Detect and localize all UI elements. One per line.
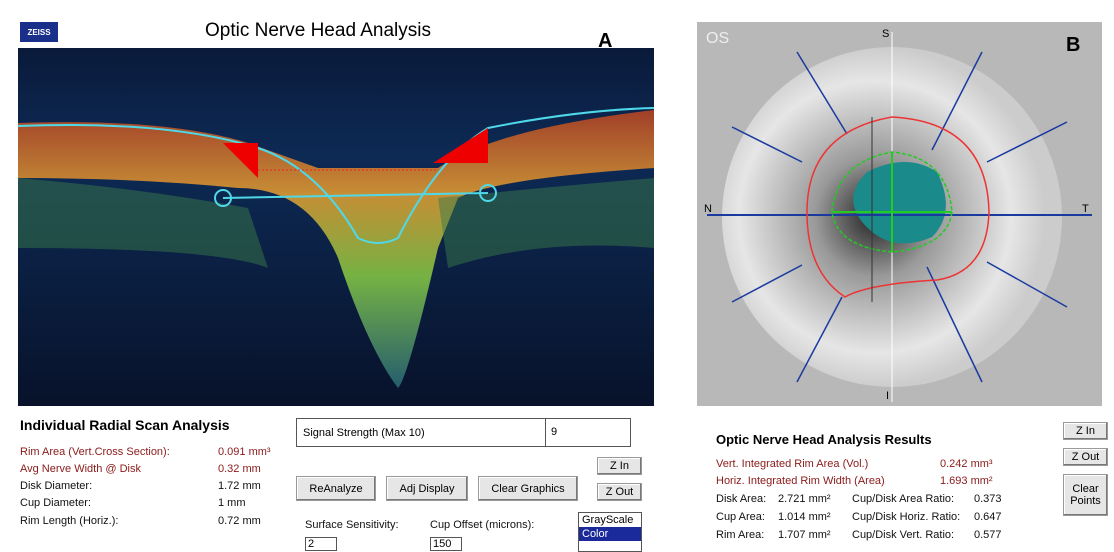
metric-value: 2.721 mm²	[778, 493, 831, 505]
metric-label: Rim Length (Horiz.):	[20, 515, 118, 527]
control-label: Cup Offset (microns):	[430, 519, 534, 531]
oct-scan	[18, 48, 654, 406]
metric-label: Cup/Disk Area Ratio:	[852, 493, 954, 505]
metric-label: Avg Nerve Width @ Disk	[20, 463, 141, 475]
metric-label: Disk Diameter:	[20, 480, 92, 492]
page: ZEISS Optic Nerve Head Analysis A OS B S…	[0, 0, 1114, 548]
metric-value: 0.242 mm³	[940, 458, 993, 470]
metric-value: 0.577	[974, 529, 1002, 541]
metric-label: Rim Area:	[716, 529, 764, 541]
metric-value: 0.091 mm³	[218, 446, 271, 458]
metric-value: 1.72 mm	[218, 480, 261, 492]
signal-value: 9	[545, 419, 562, 446]
button[interactable]: Z Out	[1063, 448, 1108, 466]
metric-value: 1 mm	[218, 497, 246, 509]
signal-label: Signal Strength (Max 10)	[303, 427, 425, 439]
panel-label: B	[1066, 34, 1080, 57]
metric-label: Cup/Disk Horiz. Ratio:	[852, 511, 960, 523]
logo: ZEISS	[20, 22, 58, 42]
metric-value: 0.647	[974, 511, 1002, 523]
button[interactable]: ReAnalyze	[296, 476, 376, 501]
list-option[interactable]: GrayScale	[579, 513, 641, 527]
panel-label: A	[598, 30, 612, 53]
orientation-label: T	[1082, 203, 1089, 215]
control-label: Surface Sensitivity:	[305, 519, 399, 531]
title: Optic Nerve Head Analysis	[205, 20, 431, 42]
input[interactable]: 150	[430, 537, 462, 551]
button[interactable]: Clear Graphics	[478, 476, 578, 501]
button[interactable]: Z In	[597, 457, 642, 475]
input[interactable]: 2	[305, 537, 337, 551]
metric-label: Cup Area:	[716, 511, 765, 523]
section-title: Optic Nerve Head Analysis Results	[716, 432, 932, 447]
metric-value: 0.32 mm	[218, 463, 261, 475]
metric-value: 0.72 mm	[218, 515, 261, 527]
button[interactable]: Adj Display	[386, 476, 468, 501]
orientation-label: I	[886, 390, 889, 402]
list-option[interactable]: Color	[579, 527, 641, 541]
metric-label: Horiz. Integrated Rim Width (Area)	[716, 475, 885, 487]
signal-box: Signal Strength (Max 10) 9	[296, 418, 631, 447]
section-title: Individual Radial Scan Analysis	[20, 417, 230, 433]
eye-label: OS	[706, 30, 729, 48]
listbox[interactable]: GrayScale Color	[578, 512, 642, 552]
button[interactable]: Clear Points	[1063, 474, 1108, 516]
metric-value: 1.707 mm²	[778, 529, 831, 541]
metric-value: 1.014 mm²	[778, 511, 831, 523]
button[interactable]: Z In	[1063, 422, 1108, 440]
metric-value: 0.373	[974, 493, 1002, 505]
metric-label: Rim Area (Vert.Cross Section):	[20, 446, 170, 458]
metric-value: 1.693 mm²	[940, 475, 993, 487]
orientation-label: N	[704, 203, 712, 215]
button[interactable]: Z Out	[597, 483, 642, 501]
orientation-label: S	[882, 28, 889, 40]
metric-label: Vert. Integrated Rim Area (Vol.)	[716, 458, 868, 470]
fundus-image	[697, 22, 1102, 406]
metric-label: Cup Diameter:	[20, 497, 91, 509]
metric-label: Disk Area:	[716, 493, 766, 505]
metric-label: Cup/Disk Vert. Ratio:	[852, 529, 954, 541]
